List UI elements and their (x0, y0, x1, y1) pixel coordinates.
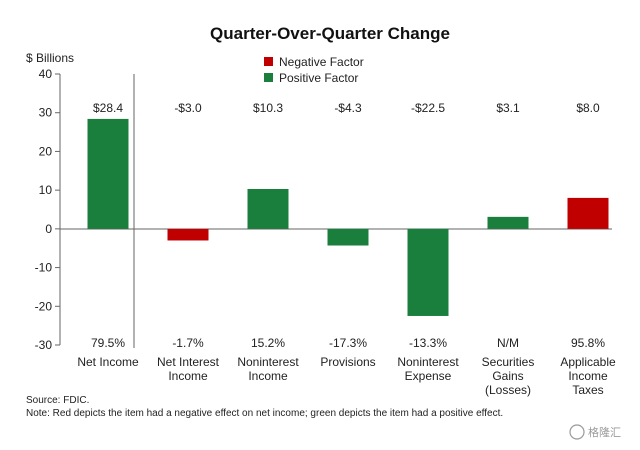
y-tick-label: -20 (35, 299, 53, 313)
value-label: $3.1 (496, 101, 520, 115)
y-tick-label: 40 (39, 67, 53, 81)
category-label: Provisions (320, 355, 375, 369)
watermark: 格隆汇 (569, 424, 621, 440)
bar (167, 228, 209, 241)
bar (327, 228, 369, 246)
category-label: Expense (405, 369, 452, 383)
category-label: Income (248, 369, 288, 383)
category-label: Noninterest (237, 355, 299, 369)
y-axis-label: $ Billions (26, 51, 74, 65)
y-axis: 40 30 20 10 0 -10 -20 -30 (35, 67, 61, 352)
category-label: Applicable (560, 355, 616, 369)
y-tick-label: -10 (35, 261, 53, 275)
pct-label: -1.7% (172, 336, 204, 350)
value-label: -$22.5 (411, 101, 445, 115)
pct-label: N/M (497, 336, 519, 350)
category-label: Net Income (77, 355, 139, 369)
legend-label-positive: Positive Factor (279, 71, 358, 85)
legend: Negative Factor Positive Factor (264, 55, 364, 85)
bar (87, 118, 129, 229)
bar (407, 228, 449, 316)
y-tick-label: 10 (39, 183, 53, 197)
footnote: Note: Red depicts the item had a negativ… (26, 408, 503, 419)
bar (487, 216, 529, 229)
watermark-logo-icon (569, 424, 585, 440)
bars (87, 118, 609, 316)
pct-labels: 79.5% -1.7% 15.2% -17.3% -13.3% N/M 95.8% (91, 336, 605, 350)
category-label: Taxes (572, 383, 603, 397)
value-label: $10.3 (253, 101, 283, 115)
value-labels: $28.4 -$3.0 $10.3 -$4.3 -$22.5 $3.1 $8.0 (93, 101, 600, 115)
bar (247, 188, 289, 229)
value-label: -$4.3 (334, 101, 362, 115)
source-note: Source: FDIC. (26, 395, 89, 406)
y-tick-label: 20 (39, 144, 53, 158)
category-labels: Net Income Net InterestIncomeNoninterestI… (77, 355, 616, 397)
category-label: (Losses) (485, 383, 531, 397)
value-label: $8.0 (576, 101, 600, 115)
category-label: Income (168, 369, 208, 383)
y-tick-label: 30 (39, 106, 53, 120)
value-label: $28.4 (93, 101, 123, 115)
pct-label: 95.8% (571, 336, 605, 350)
category-label: Net Interest (157, 355, 220, 369)
pct-label: 15.2% (251, 336, 285, 350)
category-label: Income (568, 369, 608, 383)
y-tick-label: 0 (45, 222, 52, 236)
pct-label: 79.5% (91, 336, 125, 350)
y-tick-label: -30 (35, 338, 53, 352)
watermark-text: 格隆汇 (588, 425, 621, 439)
bar (567, 197, 609, 229)
pct-label: -17.3% (329, 336, 367, 350)
category-label: Gains (492, 369, 523, 383)
chart-title: Quarter-Over-Quarter Change (210, 24, 450, 43)
pct-label: -13.3% (409, 336, 447, 350)
legend-swatch-negative (264, 57, 273, 66)
category-label: Securities (482, 355, 535, 369)
value-label: -$3.0 (174, 101, 202, 115)
legend-label-negative: Negative Factor (279, 55, 364, 69)
category-label: Noninterest (397, 355, 459, 369)
legend-swatch-positive (264, 73, 273, 82)
